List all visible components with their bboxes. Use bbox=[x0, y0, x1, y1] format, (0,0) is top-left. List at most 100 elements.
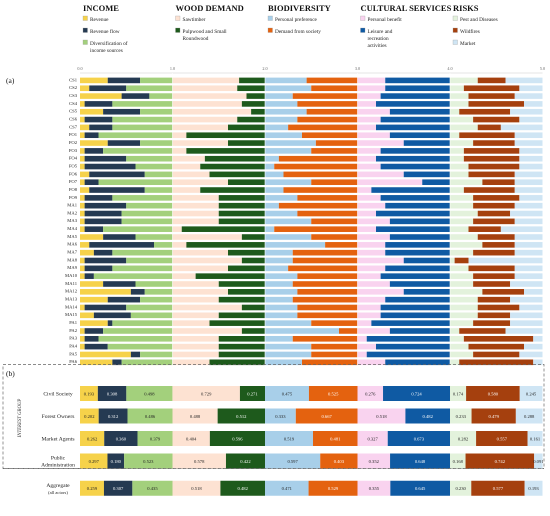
respondent-label: MA6 bbox=[67, 242, 77, 247]
group-value-label: 0.174 bbox=[453, 391, 464, 396]
individual-bar-segment bbox=[80, 163, 85, 170]
individual-bar-segment bbox=[84, 265, 113, 272]
group-bar-segment bbox=[450, 408, 472, 424]
group-bar-segment bbox=[97, 386, 127, 401]
group-value-label: 0.202 bbox=[84, 414, 95, 419]
respondent-label: FO9 bbox=[69, 195, 78, 200]
legend-label: Revenue flow bbox=[90, 28, 120, 35]
individual-bar-segment bbox=[80, 210, 85, 217]
individual-bar-segment bbox=[126, 257, 173, 264]
individual-bar-segment bbox=[265, 93, 293, 99]
individual-bar-segment bbox=[311, 320, 358, 326]
individual-bar-segment bbox=[366, 336, 450, 342]
panel-label-a: (a) bbox=[6, 76, 15, 85]
group-bar-segment bbox=[405, 408, 450, 424]
group-value-label: 0.498 bbox=[144, 391, 155, 396]
individual-bar-segment bbox=[241, 328, 265, 334]
individual-bar-segment bbox=[80, 336, 85, 342]
individual-bar-segment bbox=[80, 359, 113, 366]
group-bar-segment bbox=[127, 408, 173, 424]
group-value-label: 0.580 bbox=[488, 391, 499, 396]
individual-bar-segment bbox=[519, 351, 543, 358]
group-value-label: 0.308 bbox=[107, 391, 118, 396]
group-bar-segment bbox=[450, 453, 466, 469]
group-bar-segment bbox=[80, 453, 108, 469]
group-bar-segment bbox=[265, 453, 321, 469]
individual-bar-segment bbox=[385, 77, 450, 84]
individual-bar-segment bbox=[468, 343, 524, 350]
axis-tick-label: 3.0 bbox=[355, 66, 360, 71]
group-value-label: 0.667 bbox=[321, 414, 332, 419]
individual-bar-segment bbox=[140, 108, 173, 115]
individual-bar-segment bbox=[265, 202, 279, 209]
individual-bar-segment bbox=[292, 93, 358, 99]
group-value-label: 0.475 bbox=[282, 391, 293, 396]
individual-bar-segment bbox=[450, 265, 469, 272]
individual-bar-segment bbox=[200, 187, 265, 193]
individual-bar-segment bbox=[339, 328, 358, 334]
aggregate-label: Aggregate bbox=[46, 483, 70, 489]
individual-bar-segment bbox=[172, 304, 242, 311]
individual-bar-segment bbox=[468, 93, 515, 99]
individual-bar-segment bbox=[450, 195, 474, 201]
individual-bar-segment bbox=[172, 343, 219, 350]
group-value-label: 0.282 bbox=[458, 436, 469, 441]
individual-bar-segment bbox=[172, 249, 228, 256]
individual-bar-segment bbox=[477, 234, 515, 240]
individual-bar-segment bbox=[450, 242, 483, 248]
individual-bar-segment bbox=[172, 195, 219, 201]
individual-bar-segment bbox=[140, 351, 173, 358]
aggregate-label: (all actors) bbox=[48, 490, 68, 495]
respondent-label: MA15 bbox=[65, 312, 78, 317]
aggregate-bar-segment bbox=[390, 480, 450, 496]
individual-bar-segment bbox=[172, 163, 201, 170]
individual-bar-segment bbox=[366, 351, 450, 358]
respondent-label: CS7 bbox=[69, 124, 78, 129]
individual-bar-segment bbox=[533, 359, 543, 366]
individual-bar-segment bbox=[265, 77, 307, 84]
group-value-label: 0.673 bbox=[414, 436, 425, 441]
section-title: BIODIVERSITY bbox=[268, 3, 331, 13]
respondent-label: FO8 bbox=[69, 187, 78, 192]
respondent-label: MA8 bbox=[67, 257, 77, 262]
individual-bar-segment bbox=[80, 296, 108, 303]
individual-bar-segment bbox=[450, 281, 474, 287]
individual-bar-segment bbox=[450, 179, 483, 186]
group-bar-segment bbox=[476, 431, 528, 446]
individual-bar-segment bbox=[380, 304, 450, 311]
individual-bar-segment bbox=[89, 242, 154, 248]
individual-bar-segment bbox=[519, 195, 543, 201]
individual-bar-segment bbox=[89, 85, 127, 92]
individual-bar-segment bbox=[218, 336, 265, 342]
individual-bar-segment bbox=[482, 289, 524, 295]
individual-bar-segment bbox=[140, 296, 173, 303]
aggregate-value-label: 0.230 bbox=[455, 486, 466, 491]
individual-bar-segment bbox=[135, 234, 173, 240]
individual-bar-segment bbox=[450, 234, 478, 240]
individual-bar-segment bbox=[126, 85, 173, 92]
respondent-label: PA2 bbox=[69, 328, 77, 333]
individual-bar-segment bbox=[459, 132, 515, 139]
individual-bar-segment bbox=[265, 226, 275, 232]
individual-bar-segment bbox=[459, 359, 534, 366]
individual-bar-segment bbox=[228, 124, 265, 131]
individual-bar-segment bbox=[473, 140, 515, 146]
individual-bar-segment bbox=[459, 108, 511, 115]
individual-bar-segment bbox=[218, 218, 265, 225]
individual-bar-segment bbox=[450, 304, 478, 311]
individual-bar-segment bbox=[237, 85, 265, 92]
individual-bar-segment bbox=[385, 265, 450, 272]
group-bar-segment bbox=[466, 386, 520, 401]
individual-bar-segment bbox=[265, 187, 284, 193]
individual-bar-segment bbox=[376, 124, 450, 131]
individual-bar-segment bbox=[265, 171, 284, 178]
individual-bar-segment bbox=[514, 187, 543, 193]
individual-bar-segment bbox=[84, 195, 113, 201]
individual-bar-segment bbox=[107, 320, 113, 326]
individual-bar-segment bbox=[468, 226, 501, 232]
aggregate-value-label: 0.529 bbox=[328, 486, 339, 491]
individual-bar-segment bbox=[357, 328, 390, 334]
individual-bar-segment bbox=[477, 296, 511, 303]
individual-bar-segment bbox=[80, 249, 94, 256]
individual-bar-segment bbox=[103, 328, 173, 334]
